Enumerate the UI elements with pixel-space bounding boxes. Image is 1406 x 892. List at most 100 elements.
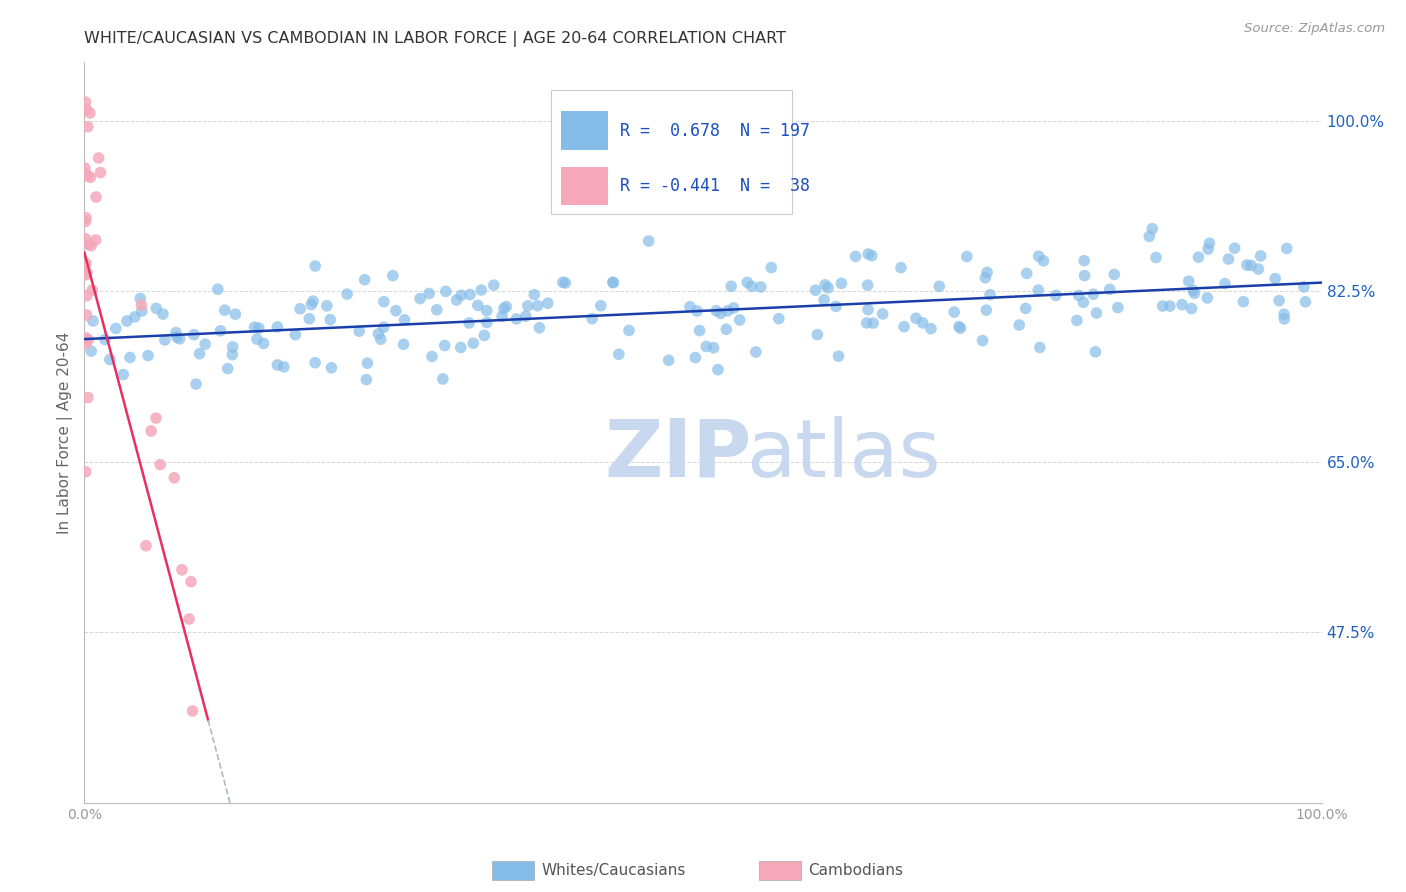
Point [418,286,440,301]
Point [1247,262,1270,277]
Point [247,321,270,335]
Point [75,211,97,225]
Point [607,347,630,361]
Point [76,120,98,134]
Point [75,331,97,345]
Point [381,268,404,283]
Point [928,279,950,293]
Point [75,214,97,228]
Bar [561,167,607,205]
Point [845,249,868,263]
Point [76,169,98,183]
Point [976,265,998,279]
Text: ZIP: ZIP [605,416,751,494]
Point [979,287,1001,301]
Point [1137,229,1160,244]
Point [602,276,624,290]
Point [458,287,481,301]
Point [717,303,740,318]
Point [115,314,138,328]
Point [1250,249,1272,263]
Point [806,327,828,342]
Point [180,574,202,589]
Point [537,296,560,310]
Point [1218,252,1240,266]
Point [1197,242,1219,256]
Point [1015,266,1038,280]
Point [426,302,449,317]
Point [602,275,624,289]
Point [94,333,117,347]
Point [214,303,236,318]
Point [75,336,97,351]
Point [246,332,269,346]
Point [893,319,915,334]
Point [373,320,395,334]
Point [1274,312,1296,326]
Point [118,351,141,365]
Text: R = -0.441  N =  38: R = -0.441 N = 38 [620,178,810,195]
Point [467,298,489,312]
Point [266,358,288,372]
Point [1014,301,1036,316]
Point [80,344,103,359]
Point [475,303,498,318]
Point [84,190,107,204]
Point [911,316,934,330]
Point [394,313,416,327]
Point [491,310,513,324]
Point [79,106,101,120]
Point [1264,271,1286,285]
Point [976,303,998,318]
Point [420,350,443,364]
Point [75,268,97,282]
Point [135,539,157,553]
Point [1198,236,1220,251]
Point [956,250,979,264]
Point [145,411,167,425]
Point [432,372,454,386]
Point [1182,284,1205,298]
Point [689,324,711,338]
Point [392,337,415,351]
Point [526,299,548,313]
Point [1073,253,1095,268]
Point [1294,294,1316,309]
Point [1028,249,1050,263]
Point [735,275,758,289]
Point [856,278,879,293]
Point [370,332,392,346]
Point [1275,241,1298,255]
Point [872,307,894,321]
Point [1213,277,1236,291]
Point [87,151,110,165]
Point [315,299,337,313]
Point [183,327,205,342]
Point [253,336,276,351]
Point [1084,344,1107,359]
Point [1197,291,1219,305]
Point [77,391,100,405]
Point [80,238,103,252]
Point [409,292,432,306]
Point [336,287,359,301]
Point [1292,280,1315,294]
Point [1236,258,1258,272]
Point [1083,287,1105,301]
Point [75,95,97,109]
Point [463,336,485,351]
Point [75,465,97,479]
Point [948,319,970,334]
Point [188,347,211,361]
Point [723,301,745,315]
Point [1180,301,1202,316]
Point [949,321,972,335]
Point [475,315,498,329]
Point [450,288,472,302]
Point [179,612,201,626]
Point [1073,295,1095,310]
Point [920,321,942,335]
Point [1232,294,1254,309]
Point [516,299,538,313]
Point [356,373,378,387]
